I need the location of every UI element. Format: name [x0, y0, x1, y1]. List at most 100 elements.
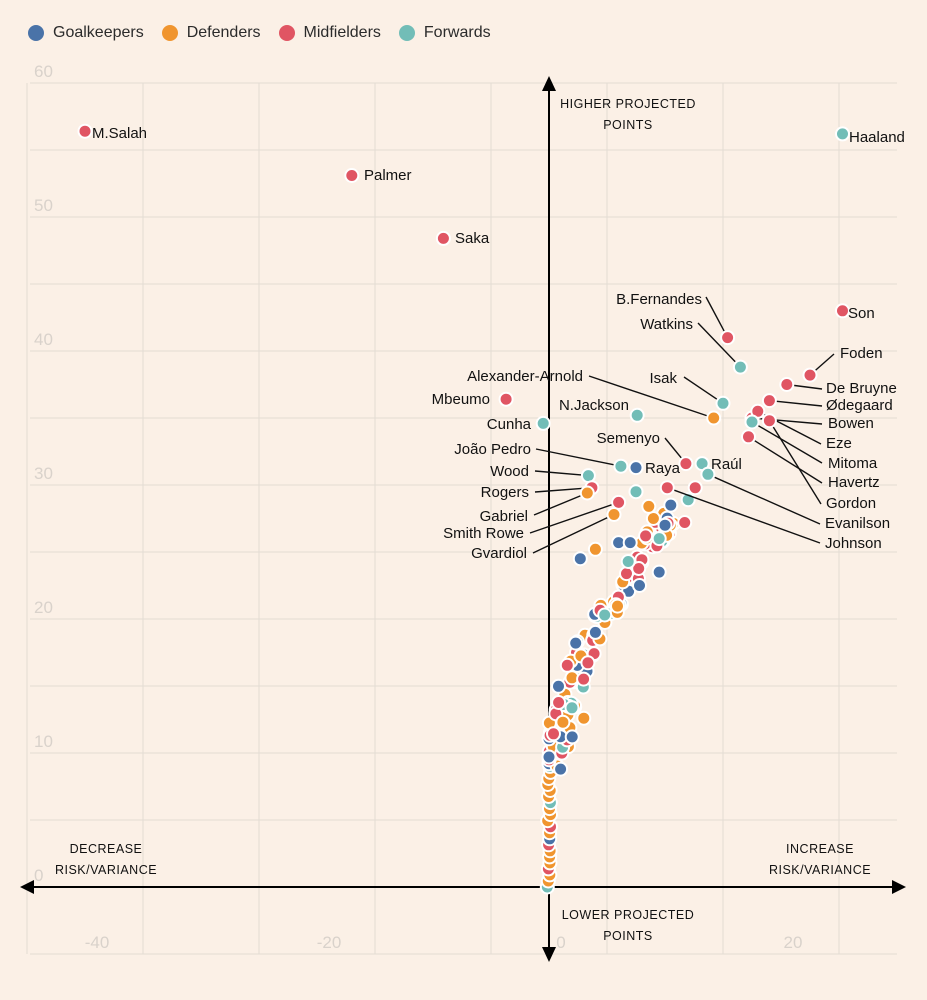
player-point[interactable] — [622, 535, 638, 551]
player-point[interactable] — [628, 484, 644, 500]
y-tick-label: 60 — [34, 62, 53, 81]
player-point[interactable] — [597, 607, 613, 623]
caption-top-line1: HIGHER PROJECTED — [560, 97, 696, 111]
legend-label-forwards: Forwards — [423, 24, 491, 41]
leader-line-b-fernandes — [705, 296, 729, 338]
player-point[interactable] — [576, 671, 592, 687]
legend-item-goalkeepers[interactable]: Goalkeepers — [28, 24, 144, 42]
leader-line-havertz — [748, 436, 823, 484]
player-point[interactable] — [576, 710, 592, 726]
player-point[interactable] — [580, 655, 596, 671]
point-gvardiol[interactable] — [606, 507, 622, 522]
label-alexander-arnold: Alexander-Arnold — [467, 368, 583, 385]
player-point[interactable] — [651, 564, 667, 580]
label-havertz: Havertz — [828, 474, 880, 491]
point-alexander-arnold[interactable] — [706, 410, 722, 426]
legend-item-defenders[interactable]: Defenders — [161, 24, 261, 42]
y-tick-label: 50 — [34, 196, 53, 215]
player-point[interactable] — [610, 598, 625, 614]
x-axis-arrow-right — [892, 880, 906, 894]
leader-line-joao-pedro — [535, 448, 622, 467]
point-smith-rowe[interactable] — [611, 494, 627, 510]
player-point[interactable] — [553, 761, 569, 777]
label-evanilson: Evanilson — [825, 515, 890, 532]
x-tick-label: -40 — [85, 933, 110, 952]
point-odegaard[interactable] — [761, 393, 777, 409]
player-point[interactable] — [551, 678, 566, 694]
label-n-jackson: N.Jackson — [559, 397, 629, 414]
label-gabriel: Gabriel — [480, 508, 528, 525]
caption-left-line2: RISK/VARIANCE — [55, 863, 157, 877]
player-point[interactable] — [677, 515, 693, 530]
y-axis-arrow-down — [542, 947, 556, 962]
point-gordon[interactable] — [761, 413, 777, 429]
point-cunha[interactable] — [535, 415, 551, 431]
player-point[interactable] — [546, 726, 561, 742]
label-wood: Wood — [490, 463, 529, 480]
player-point[interactable] — [564, 729, 580, 745]
point-semenyo[interactable] — [678, 456, 694, 472]
player-point[interactable] — [657, 517, 673, 533]
player-point[interactable] — [587, 541, 603, 557]
player-point[interactable] — [651, 531, 667, 547]
point-palmer[interactable] — [344, 168, 360, 183]
label-raya: Raya — [645, 460, 681, 477]
caption-bottom-line1: LOWER PROJECTED — [562, 908, 695, 922]
player-point[interactable] — [559, 657, 575, 673]
point-mitoma[interactable] — [744, 414, 760, 430]
legend-item-forwards[interactable]: Forwards — [398, 24, 491, 42]
point-foden[interactable] — [802, 367, 818, 383]
point-saka[interactable] — [435, 230, 451, 246]
label-haaland: Haaland — [849, 129, 905, 146]
y-tick-label: 30 — [34, 464, 53, 483]
x-tick-label: 0 — [556, 933, 565, 952]
player-point[interactable] — [541, 749, 557, 765]
leader-line-smith-rowe — [529, 501, 619, 534]
player-point[interactable] — [587, 624, 603, 640]
player-point[interactable] — [645, 511, 661, 526]
point-wood[interactable] — [580, 468, 596, 484]
label-eze: Eze — [826, 435, 852, 452]
point-n-jackson[interactable] — [629, 407, 645, 423]
player-point[interactable] — [632, 578, 647, 593]
x-axis-arrow-left — [20, 880, 34, 894]
point-mbeumo[interactable] — [498, 391, 514, 407]
label-m-salah: M.Salah — [92, 125, 147, 142]
x-tick-label: -20 — [317, 933, 342, 952]
leader-line-wood — [534, 470, 589, 477]
legend-item-midfielders[interactable]: Midfielders — [278, 24, 381, 42]
player-point[interactable] — [620, 554, 636, 569]
label-mitoma: Mitoma — [828, 455, 878, 472]
player-point[interactable] — [687, 480, 703, 496]
axes — [20, 76, 906, 962]
point-haaland[interactable] — [835, 126, 850, 142]
player-point[interactable] — [555, 714, 571, 730]
point-johnson[interactable] — [659, 480, 675, 496]
player-point[interactable] — [631, 561, 647, 576]
point-raya[interactable] — [628, 460, 644, 476]
player-point[interactable] — [568, 635, 584, 651]
player-point[interactable] — [551, 695, 567, 710]
player-point[interactable] — [572, 551, 588, 567]
label-rogers: Rogers — [481, 484, 529, 501]
label-watkins: Watkins — [640, 316, 693, 333]
label-joao-pedro: João Pedro — [454, 441, 531, 458]
point-gabriel[interactable] — [579, 485, 595, 501]
point-son[interactable] — [835, 303, 850, 319]
point-m-salah[interactable] — [77, 123, 93, 139]
leader-line-mitoma — [751, 421, 823, 464]
label-johnson: Johnson — [825, 535, 882, 552]
player-point[interactable] — [564, 700, 580, 716]
point-isak[interactable] — [715, 395, 731, 411]
point-havertz[interactable] — [741, 429, 756, 445]
caption-right-line1: INCREASE — [786, 842, 854, 856]
point-joao-pedro[interactable] — [613, 458, 629, 474]
leader-line-gabriel — [533, 492, 588, 516]
point-watkins[interactable] — [732, 359, 748, 375]
player-point[interactable] — [641, 498, 657, 514]
point-b-fernandes[interactable] — [720, 330, 736, 346]
point-de-bruyne[interactable] — [779, 377, 795, 392]
player-point[interactable] — [638, 528, 654, 544]
point-evanilson[interactable] — [700, 466, 716, 482]
player-point[interactable] — [663, 497, 679, 513]
